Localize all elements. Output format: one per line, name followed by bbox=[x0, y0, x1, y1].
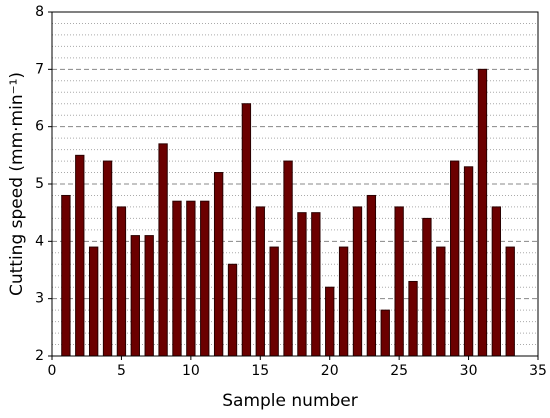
x-axis-label: Sample number bbox=[222, 391, 358, 411]
bar bbox=[88, 246, 99, 357]
x-tick-label: 20 bbox=[321, 363, 339, 379]
bar bbox=[394, 206, 404, 357]
bar bbox=[380, 309, 390, 357]
y-axis-label: Cutting speed (mm·min⁻¹) bbox=[7, 72, 27, 296]
bar bbox=[144, 235, 154, 357]
plot-frame bbox=[51, 11, 539, 357]
bar bbox=[213, 172, 224, 357]
bar bbox=[352, 206, 363, 357]
bar bbox=[75, 154, 85, 357]
bar bbox=[61, 194, 71, 357]
bar bbox=[505, 246, 515, 357]
y-tick-label: 2 bbox=[35, 348, 44, 364]
x-tick-label: 35 bbox=[529, 363, 547, 379]
x-tick-label: 15 bbox=[251, 363, 269, 379]
bar bbox=[477, 68, 488, 357]
y-tick-label: 5 bbox=[35, 176, 44, 192]
bar bbox=[255, 206, 265, 357]
bar bbox=[408, 280, 418, 357]
x-tick-label: 5 bbox=[117, 363, 126, 379]
bar bbox=[311, 212, 321, 357]
y-tick-label: 4 bbox=[35, 233, 44, 249]
bar bbox=[116, 206, 127, 357]
y-tick-label: 3 bbox=[35, 291, 44, 307]
bar bbox=[297, 212, 307, 357]
bar bbox=[366, 194, 377, 357]
y-tick-label: 8 bbox=[35, 4, 44, 20]
bar bbox=[491, 206, 502, 357]
bar bbox=[200, 200, 210, 357]
x-tick-label: 30 bbox=[460, 363, 478, 379]
bar bbox=[269, 246, 279, 357]
bar bbox=[325, 286, 335, 357]
bar bbox=[436, 246, 446, 357]
bar bbox=[102, 160, 113, 357]
bar bbox=[283, 160, 293, 357]
y-tick-label: 6 bbox=[35, 119, 44, 135]
y-tick-label: 7 bbox=[35, 61, 44, 77]
bar bbox=[422, 217, 432, 357]
bar bbox=[450, 160, 460, 357]
bar bbox=[241, 103, 252, 357]
bar bbox=[338, 246, 349, 357]
x-tick-label: 10 bbox=[182, 363, 200, 379]
bar bbox=[172, 200, 182, 357]
bar bbox=[158, 143, 168, 357]
bar bbox=[186, 200, 196, 357]
bar bbox=[130, 235, 140, 357]
x-tick-label: 25 bbox=[390, 363, 408, 379]
bar bbox=[227, 263, 238, 357]
x-tick-label: 0 bbox=[48, 363, 57, 379]
bar bbox=[463, 166, 474, 357]
